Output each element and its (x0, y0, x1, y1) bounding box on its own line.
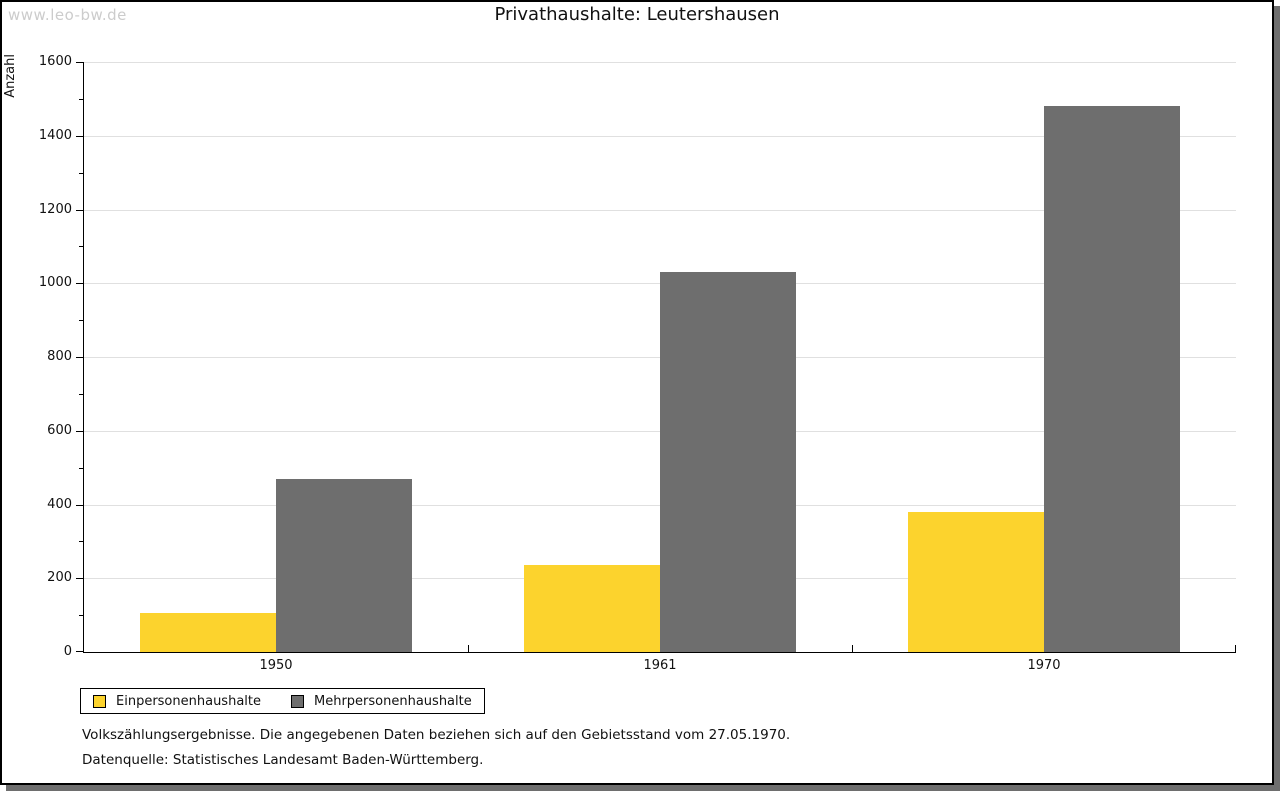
y-tick-label-600: 600 (47, 422, 72, 438)
y-tick-label-200: 200 (47, 570, 72, 586)
y-minor-tick-500 (79, 467, 83, 469)
y-tick-label-800: 800 (47, 349, 72, 364)
bar-mehrpersonenhaushalte-1970 (1044, 106, 1181, 652)
legend-label-einpersonenhaushalte: Einpersonenhaushalte (116, 693, 261, 709)
gridline-1200 (84, 209, 1236, 211)
y-tick-1600 (76, 62, 83, 63)
legend-swatch-mehrpersonenhaushalte (291, 694, 304, 708)
x-boundary-tick-2 (852, 645, 853, 652)
x-boundary-tick-1 (468, 645, 469, 652)
x-cat-label-1970: 1970 (1027, 658, 1061, 673)
y-tick-0 (76, 651, 83, 652)
footnote-gebietsstand: Volkszählungsergebnisse. Die angegebenen… (82, 727, 791, 743)
y-tick-200 (76, 578, 83, 580)
y-tick-1200 (76, 209, 83, 211)
y-tick-400 (76, 504, 83, 506)
y-tick-600 (76, 430, 83, 432)
bar-einpersonenhaushalte-1950 (139, 613, 276, 652)
legend-label-mehrpersonenhaushalte: Mehrpersonenhaushalte (314, 693, 472, 709)
watermark-text: www.leo-bw.de (8, 6, 127, 24)
legend-swatch-einpersonenhaushalte (93, 694, 106, 708)
y-minor-tick-1300 (79, 172, 83, 174)
gridline-1600 (84, 62, 1236, 63)
x-cat-label-1950: 1950 (259, 658, 293, 673)
plot-area: 0 200 400 600 800 1000 1200 1400 1600 1950 1961 197… (39, 54, 1236, 673)
x-boundary-tick-3 (1235, 645, 1236, 652)
gridline-1400 (84, 135, 1236, 137)
y-minor-tick-300 (79, 541, 83, 543)
x-cat-label-1961: 1961 (643, 658, 677, 673)
y-tick-800 (76, 357, 83, 358)
y-tick-label-1200: 1200 (38, 201, 72, 217)
bar-einpersonenhaushalte-1970 (907, 511, 1044, 652)
y-tick-label-1400: 1400 (38, 127, 72, 143)
y-tick-label-1600: 1600 (38, 54, 72, 69)
y-tick-1400 (76, 135, 83, 137)
y-tick-label-1000: 1000 (38, 275, 72, 291)
y-minor-tick-900 (79, 320, 83, 322)
y-tick-1000 (76, 283, 83, 285)
y-minor-tick-700 (79, 393, 83, 395)
y-minor-tick-1100 (79, 246, 83, 248)
bar-einpersonenhaushalte-1961 (523, 565, 660, 652)
bar-mehrpersonenhaushalte-1950 (276, 478, 413, 652)
chart-title: Privathaushalte: Leutershausen (494, 4, 780, 25)
footnote-datenquelle: Datenquelle: Statistisches Landesamt Bad… (82, 752, 484, 768)
y-tick-label-0: 0 (63, 644, 72, 659)
y-tick-label-400: 400 (47, 496, 72, 512)
y-minor-tick-100 (79, 615, 83, 617)
legend: Einpersonenhaushalte Mehrpersonenhaushal… (80, 688, 485, 714)
y-minor-tick-1500 (79, 98, 83, 100)
bar-mehrpersonenhaushalte-1961 (660, 272, 797, 652)
